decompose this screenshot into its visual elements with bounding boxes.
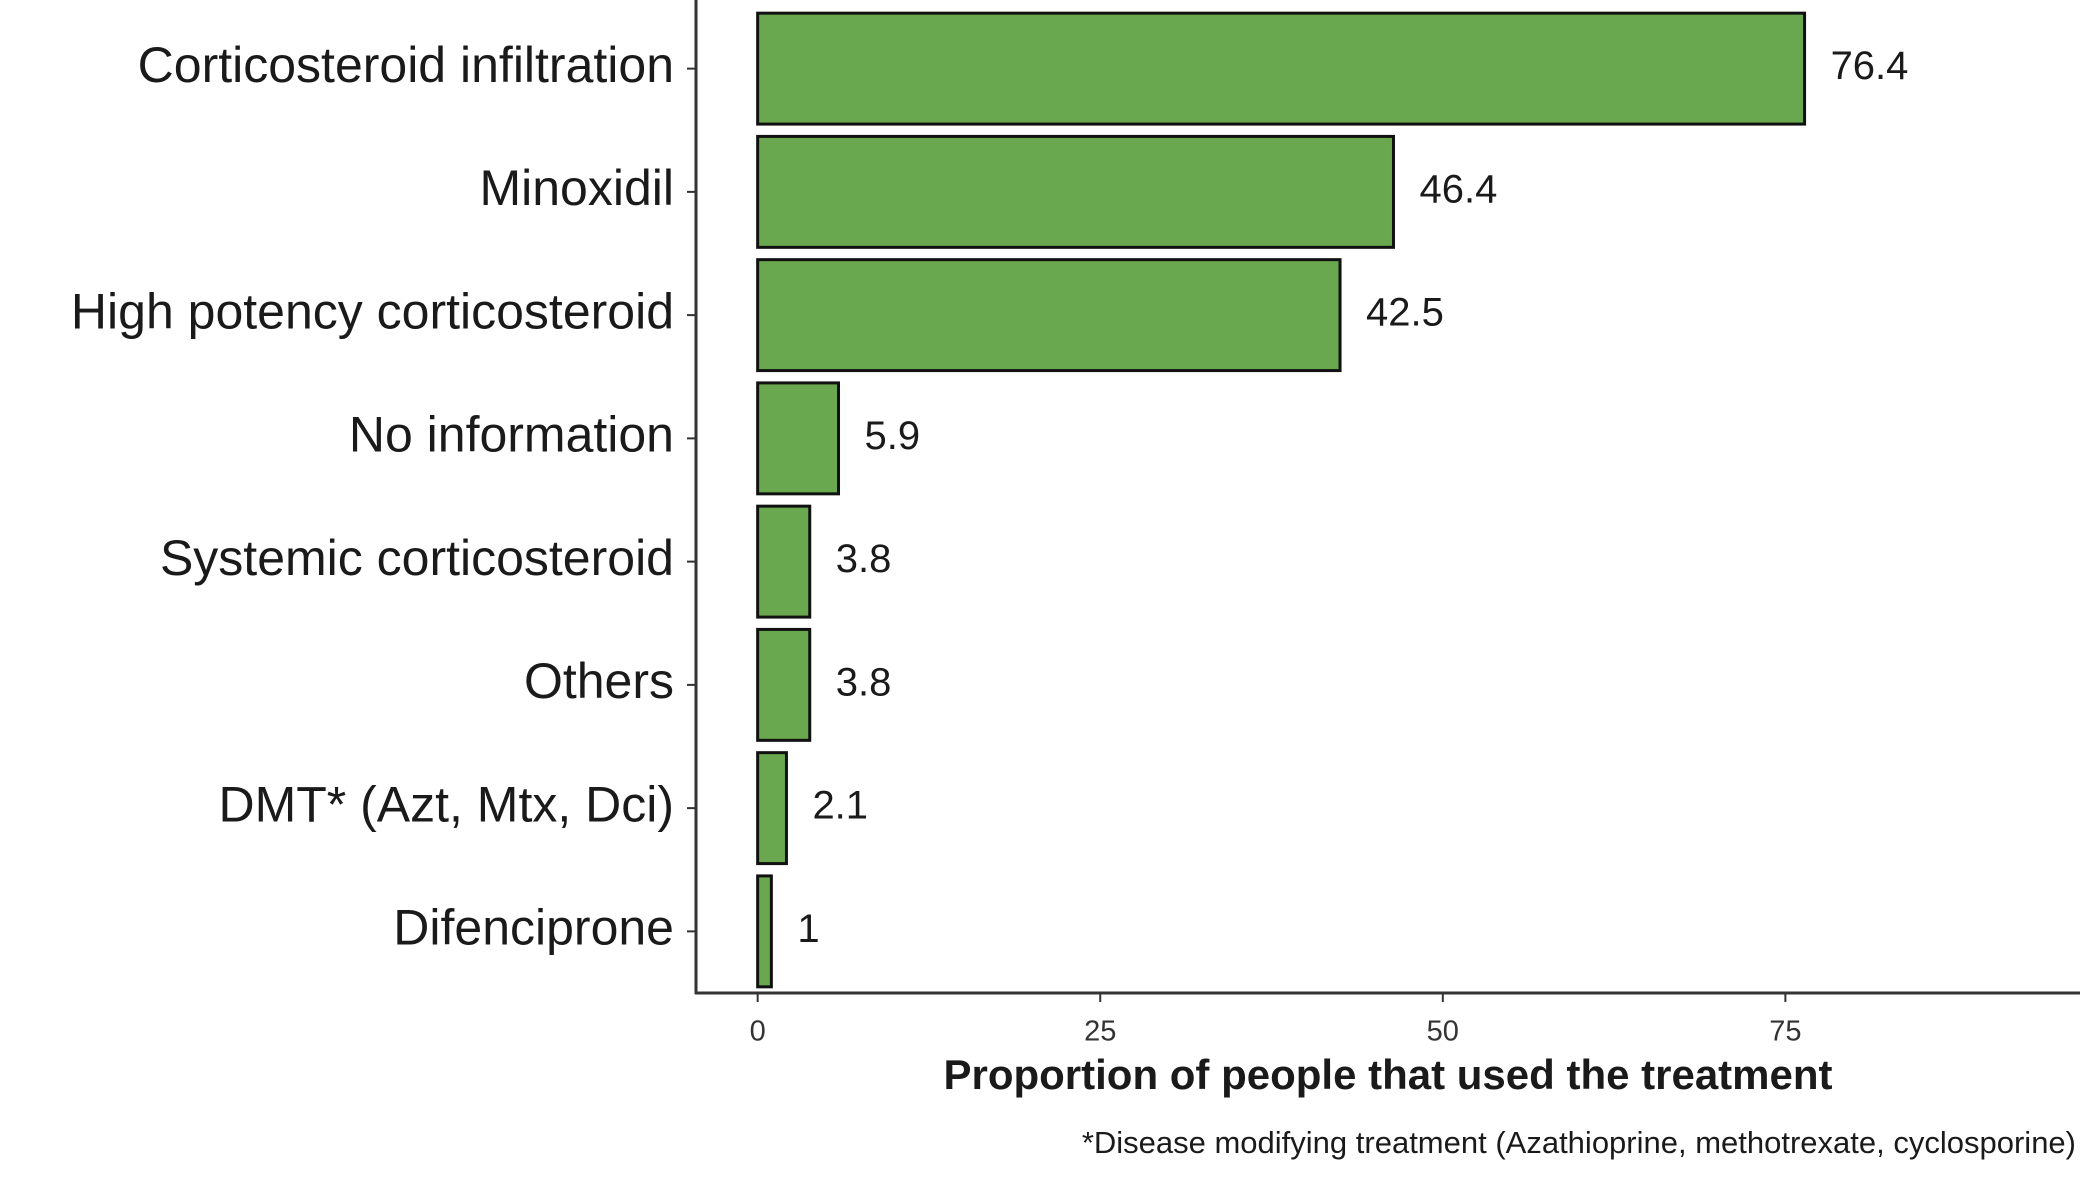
bar: [756, 11, 1807, 126]
bar: [756, 381, 841, 496]
y-tick-label: Minoxidil: [479, 160, 674, 216]
x-axis-title: Proportion of people that used the treat…: [943, 1051, 1832, 1098]
value-label: 5.9: [865, 414, 921, 458]
caption: *Disease modifying treatment (Azathiopri…: [1082, 1125, 2076, 1160]
bar: [756, 874, 773, 989]
value-label: 3.8: [836, 537, 892, 581]
value-label: 76.4: [1831, 44, 1909, 88]
value-label: 1: [797, 907, 819, 951]
bar: [756, 504, 812, 619]
y-tick-label: No information: [349, 407, 674, 463]
x-tick-label: 50: [1427, 1016, 1459, 1048]
y-tick-label: Difenciprone: [393, 900, 674, 956]
bar: [756, 134, 1395, 249]
y-tick-label: Corticosteroid infiltration: [138, 37, 674, 93]
value-label: 42.5: [1366, 291, 1444, 335]
y-tick-label: Others: [524, 653, 674, 709]
x-tick-label: 75: [1769, 1016, 1801, 1048]
bar: [756, 627, 812, 742]
value-label: 2.1: [812, 784, 868, 828]
x-tick-label: 25: [1084, 1016, 1116, 1048]
x-tick-label: 0: [750, 1016, 766, 1048]
y-tick-label: Systemic corticosteroid: [160, 530, 674, 586]
y-tick-label: DMT* (Azt, Mtx, Dci): [218, 776, 674, 832]
value-label: 3.8: [836, 660, 892, 704]
y-tick-label: High potency corticosteroid: [71, 283, 674, 339]
bar: [756, 258, 1342, 373]
bar: [756, 751, 788, 866]
value-label: 46.4: [1419, 167, 1497, 211]
